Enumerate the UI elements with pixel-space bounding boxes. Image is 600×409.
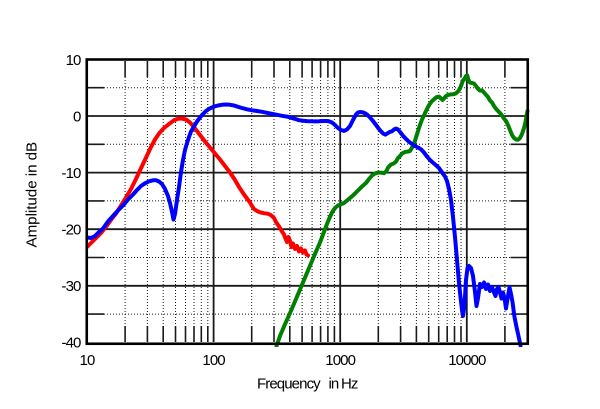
svg-text:Frequency: Frequency bbox=[257, 376, 321, 393]
svg-text:Amplitude in dB: Amplitude in dB bbox=[24, 142, 41, 248]
svg-text:0: 0 bbox=[73, 108, 81, 125]
svg-text:in: in bbox=[329, 376, 339, 393]
svg-text:10000: 10000 bbox=[448, 352, 486, 369]
svg-text:10: 10 bbox=[66, 52, 81, 69]
svg-text:-30: -30 bbox=[62, 278, 82, 295]
svg-text:1000: 1000 bbox=[325, 352, 355, 369]
svg-text:10: 10 bbox=[80, 352, 95, 369]
svg-text:-40: -40 bbox=[62, 335, 82, 352]
svg-text:Hz: Hz bbox=[341, 376, 358, 393]
svg-text:100: 100 bbox=[202, 352, 225, 369]
svg-text:-10: -10 bbox=[62, 165, 82, 182]
svg-text:-20: -20 bbox=[62, 222, 82, 239]
